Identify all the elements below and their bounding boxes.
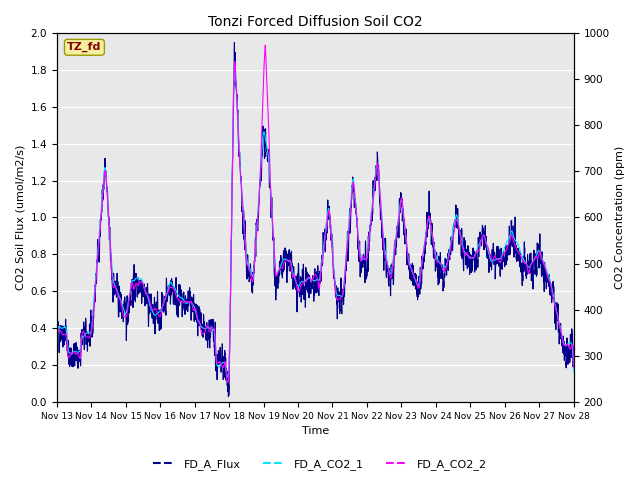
X-axis label: Time: Time bbox=[301, 426, 329, 436]
Y-axis label: CO2 Soil Flux (umol/m2/s): CO2 Soil Flux (umol/m2/s) bbox=[15, 145, 25, 290]
Y-axis label: CO2 Concentration (ppm): CO2 Concentration (ppm) bbox=[615, 146, 625, 289]
Text: TZ_fd: TZ_fd bbox=[67, 42, 102, 52]
Title: Tonzi Forced Diffusion Soil CO2: Tonzi Forced Diffusion Soil CO2 bbox=[208, 15, 422, 29]
Legend: FD_A_Flux, FD_A_CO2_1, FD_A_CO2_2: FD_A_Flux, FD_A_CO2_1, FD_A_CO2_2 bbox=[148, 455, 492, 474]
